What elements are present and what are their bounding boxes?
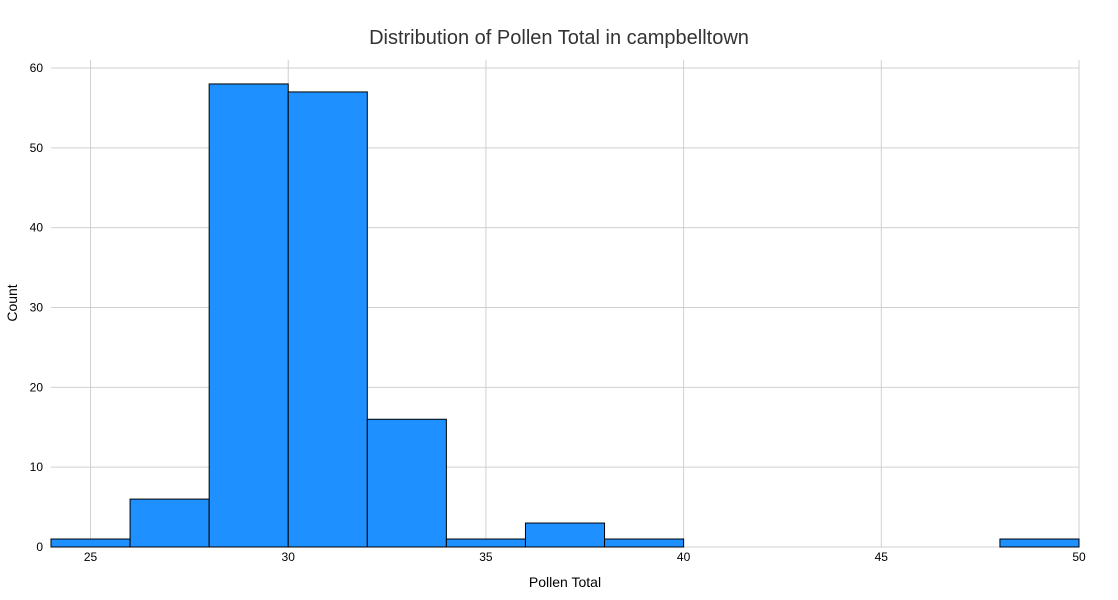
y-tick-label: 50	[30, 141, 44, 155]
x-axis-ticks: 25 30 35 40 45 50	[84, 550, 1086, 564]
x-tick-label: 50	[1072, 550, 1086, 564]
y-axis-label: Count	[4, 284, 20, 321]
x-tick-label: 40	[677, 550, 691, 564]
histogram-bar	[999, 538, 1080, 548]
y-tick-label: 40	[30, 221, 44, 235]
histogram-bar	[604, 538, 685, 548]
histogram-bar	[366, 418, 447, 548]
grid-lines	[51, 60, 1080, 548]
histogram-bar	[129, 498, 210, 548]
histogram-bar	[50, 538, 131, 548]
y-tick-label: 0	[36, 540, 43, 554]
y-tick-label: 60	[30, 61, 44, 75]
y-tick-label: 20	[30, 380, 44, 394]
x-tick-label: 25	[84, 550, 98, 564]
histogram-bars	[50, 83, 1080, 548]
histogram-bar	[445, 538, 526, 548]
histogram-bar	[524, 522, 606, 548]
y-axis-ticks: 0 10 20 30 40 50 60	[30, 61, 44, 554]
chart-title: Distribution of Pollen Total in campbell…	[369, 27, 749, 49]
y-tick-label: 10	[30, 460, 44, 474]
y-tick-label: 30	[30, 300, 44, 314]
histogram-bar	[287, 91, 368, 548]
x-tick-label: 35	[479, 550, 493, 564]
histogram-bar	[208, 83, 289, 548]
x-axis-label: Pollen Total	[529, 574, 601, 590]
x-tick-label: 45	[875, 550, 889, 564]
x-tick-label: 30	[282, 550, 296, 564]
